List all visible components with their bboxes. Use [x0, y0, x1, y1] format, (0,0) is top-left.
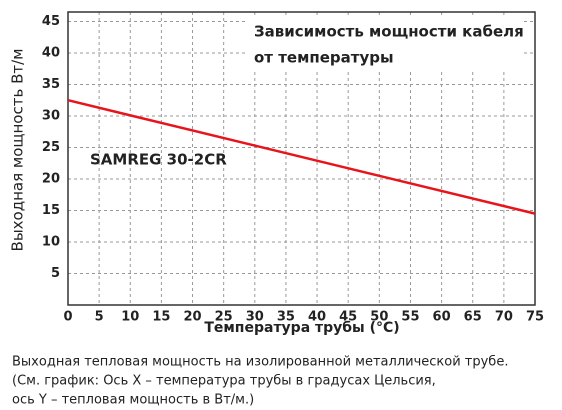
- x-tick-label: 60: [433, 310, 451, 325]
- x-tick-label: 70: [495, 310, 513, 325]
- y-tick-label: 40: [42, 45, 60, 60]
- x-tick-label: 20: [183, 310, 201, 325]
- data-line: [67, 99, 536, 215]
- y-tick-label: 25: [42, 140, 60, 155]
- y-axis-label: Выходная мощность Вт/м: [9, 49, 27, 252]
- y-tick-label: 35: [42, 77, 60, 92]
- annotation: SAMREG 30-2CR: [90, 151, 227, 169]
- x-axis-label: Температура трубы (°C): [204, 320, 399, 336]
- x-tick-label: 5: [95, 310, 104, 325]
- x-tick-label: 40: [308, 310, 326, 325]
- y-tick-label: 5: [51, 266, 60, 281]
- x-tick-label: 75: [526, 310, 544, 325]
- x-tick-label: 15: [152, 310, 170, 325]
- x-tick-label: 25: [215, 310, 233, 325]
- marks: [67, 99, 536, 215]
- y-tick-label: 10: [42, 234, 60, 249]
- y-tick-label: 20: [42, 171, 60, 186]
- x-tick-label: 30: [246, 310, 264, 325]
- caption: Выходная тепловая мощность на изолирован…: [12, 355, 508, 370]
- x-tick-label: 55: [401, 310, 419, 325]
- x-tick-label: 45: [339, 310, 357, 325]
- y-tick-label: 30: [42, 108, 60, 123]
- chart-title: от температуры: [254, 49, 394, 67]
- x-tick-label: 50: [370, 310, 388, 325]
- chart-title: Зависимость мощности кабеля: [254, 23, 524, 41]
- x-tick-label: 65: [464, 310, 482, 325]
- y-tick-label: 45: [42, 14, 60, 29]
- plot-frame: [67, 11, 536, 306]
- caption: ось Y – тепловая мощность в Вт/м.): [12, 393, 254, 408]
- x-tick-label: 10: [121, 310, 139, 325]
- x-tick-label: 35: [277, 310, 295, 325]
- caption: (См. график: Ось X – температура трубы в…: [12, 374, 436, 389]
- x-tick-label: 0: [63, 310, 72, 325]
- y-tick-label: 15: [42, 203, 60, 218]
- title-box: [246, 16, 524, 72]
